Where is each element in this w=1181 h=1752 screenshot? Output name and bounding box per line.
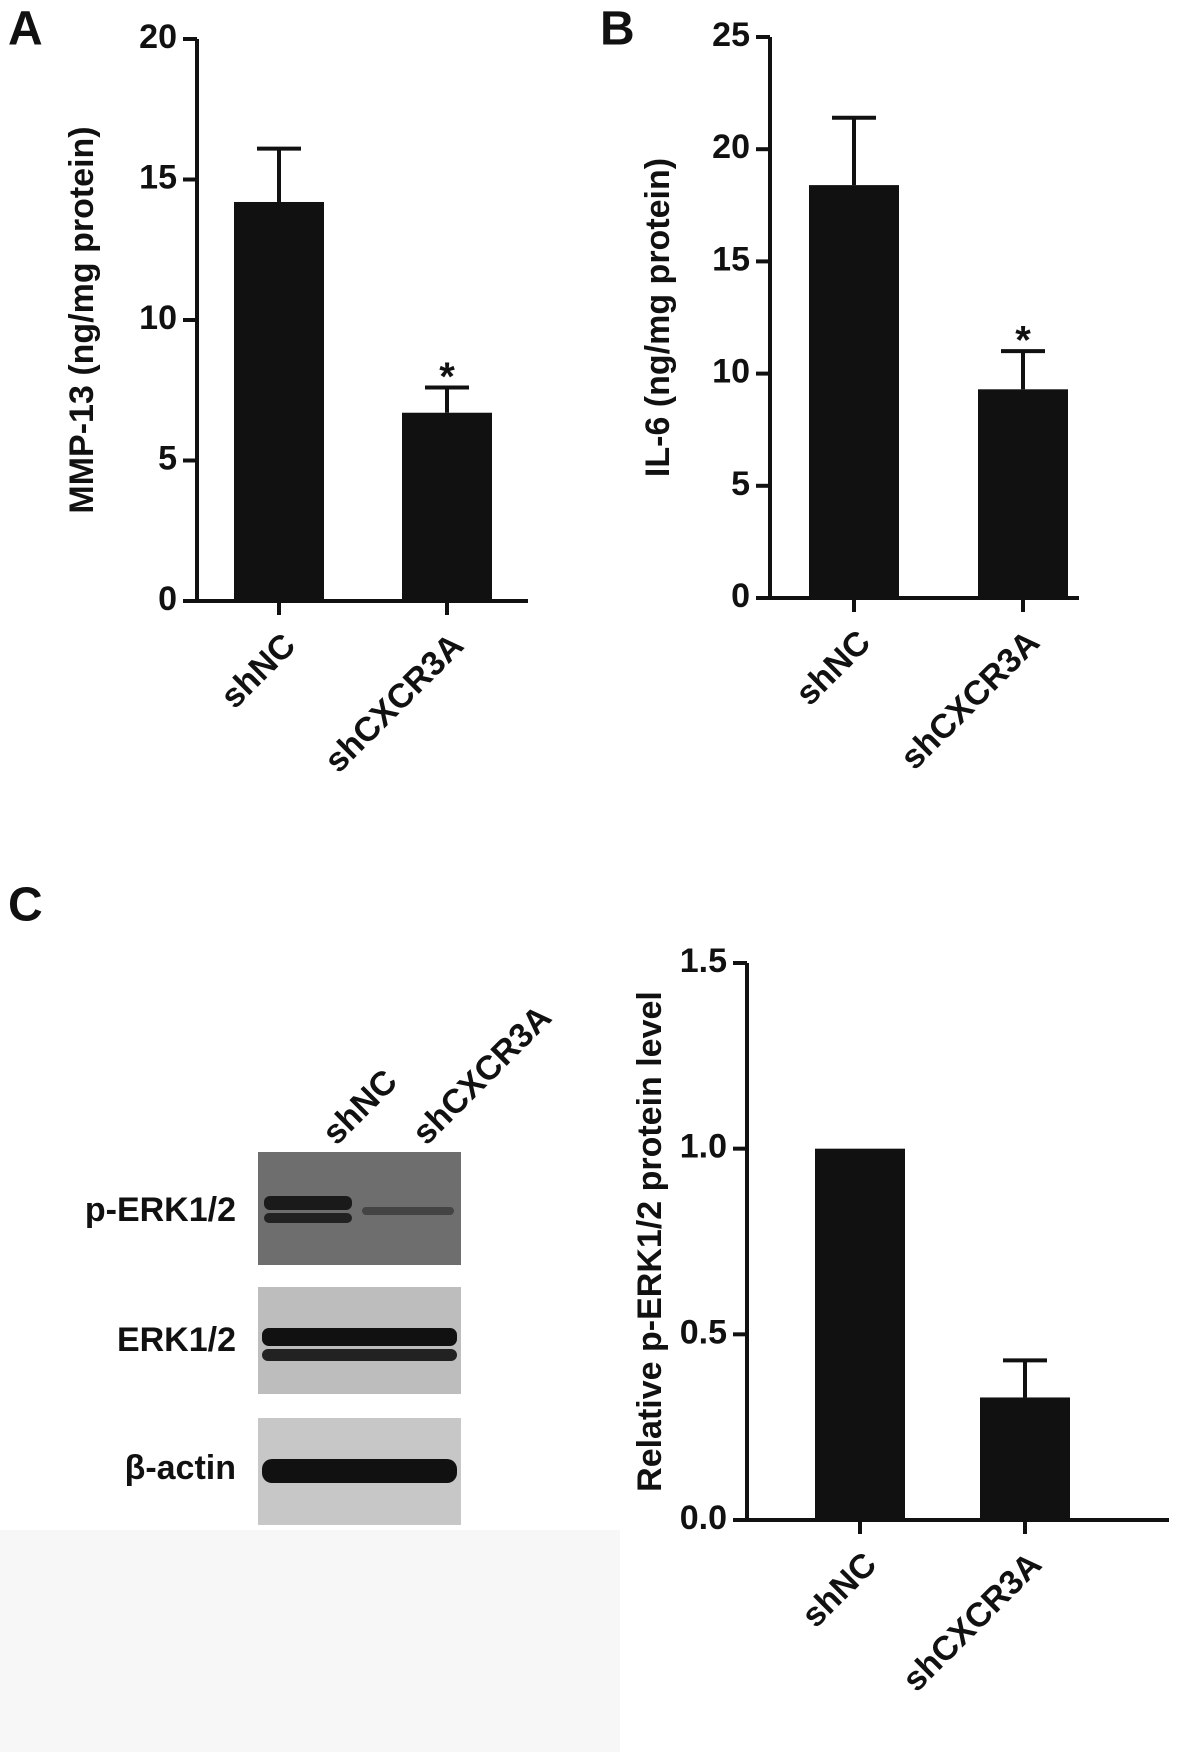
x-tick-label: shNC xyxy=(213,626,303,716)
bar xyxy=(234,201,324,602)
bar xyxy=(980,1397,1070,1520)
blot-band xyxy=(262,1459,457,1483)
blot-band xyxy=(264,1213,352,1223)
x-tick-label: shCXCR3A xyxy=(893,623,1047,777)
significance-label: * xyxy=(1015,319,1031,363)
y-tick-label: 15 xyxy=(139,158,177,196)
x-tick-label: shNC xyxy=(794,1545,884,1635)
blot-band xyxy=(262,1328,457,1346)
error-bar xyxy=(425,385,469,413)
significance-label: * xyxy=(439,355,455,399)
blot-row-label: ERK1/2 xyxy=(117,1321,236,1359)
blot-band xyxy=(264,1196,352,1210)
bar xyxy=(809,185,899,598)
y-tick-label: 5 xyxy=(158,439,177,477)
blot-band xyxy=(262,1349,457,1361)
y-tick-label: 20 xyxy=(712,128,750,166)
y-tick-label: 5 xyxy=(731,465,750,503)
y-tick-label: 1.5 xyxy=(680,942,727,980)
error-bar xyxy=(1003,1358,1047,1398)
bar xyxy=(815,1148,905,1520)
bar xyxy=(402,412,492,601)
x-tick-label: shCXCR3A xyxy=(317,626,471,780)
blot-lane-label: shCXCR3A xyxy=(405,998,559,1152)
y-tick-label: 15 xyxy=(712,240,750,278)
y-tick-label: 0.5 xyxy=(680,1313,727,1351)
error-bar xyxy=(257,146,301,202)
y-tick-label: 0 xyxy=(158,580,177,618)
panel-letter: A xyxy=(8,3,43,56)
y-tick-label: 10 xyxy=(712,353,750,391)
y-axis-label: IL-6 (ng/mg protein) xyxy=(639,158,677,477)
western-blot xyxy=(258,1152,461,1525)
y-tick-label: 10 xyxy=(139,299,177,337)
y-tick-label: 20 xyxy=(139,18,177,56)
blot-band xyxy=(362,1207,454,1215)
error-bar xyxy=(1001,349,1045,390)
y-tick-label: 0 xyxy=(731,577,750,615)
x-tick-label: shCXCR3A xyxy=(895,1545,1049,1699)
blot-lane-label: shNC xyxy=(315,1062,405,1152)
y-tick-label: 25 xyxy=(712,16,750,54)
error-bar xyxy=(832,115,876,186)
y-tick-label: 0.0 xyxy=(680,1499,727,1537)
panel-letter: B xyxy=(600,3,635,56)
blot-row-label: p-ERK1/2 xyxy=(85,1191,236,1229)
y-axis-label: Relative p-ERK1/2 protein level xyxy=(631,991,669,1492)
background-panel xyxy=(0,1530,620,1752)
panel-letter: C xyxy=(8,879,43,932)
y-tick-label: 1.0 xyxy=(680,1128,727,1166)
y-axis-label: MMP-13 (ng/mg protein) xyxy=(63,126,101,513)
x-tick-label: shNC xyxy=(788,623,878,713)
blot-row-label: β-actin xyxy=(125,1449,236,1487)
bar xyxy=(978,389,1068,598)
